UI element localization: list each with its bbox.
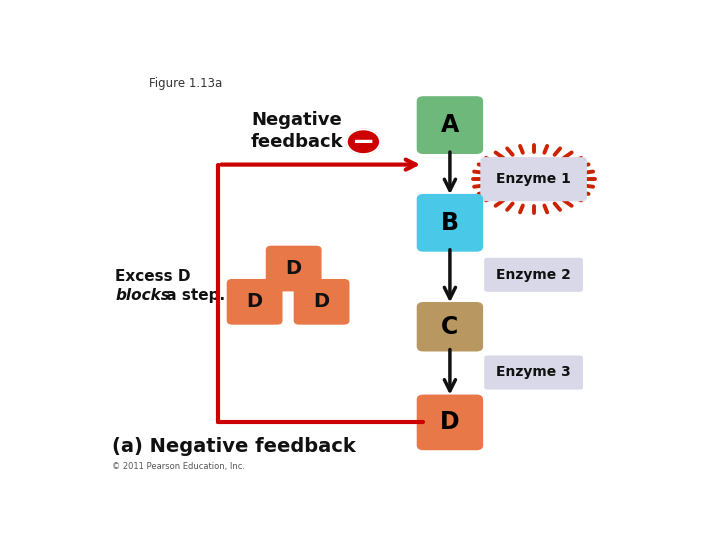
FancyBboxPatch shape — [266, 246, 322, 292]
Text: Enzyme 2: Enzyme 2 — [496, 268, 571, 282]
FancyBboxPatch shape — [417, 302, 483, 352]
Text: (a) Negative feedback: (a) Negative feedback — [112, 437, 356, 456]
Circle shape — [347, 129, 380, 154]
FancyBboxPatch shape — [417, 194, 483, 252]
FancyBboxPatch shape — [227, 279, 282, 325]
Text: Enzyme 1: Enzyme 1 — [496, 172, 571, 186]
Text: D: D — [313, 292, 330, 311]
Text: B: B — [441, 211, 459, 235]
Text: D: D — [440, 410, 460, 434]
Text: Figure 1.13a: Figure 1.13a — [148, 77, 222, 90]
Text: Enzyme 3: Enzyme 3 — [496, 366, 571, 380]
Text: A: A — [441, 113, 459, 137]
Text: −: − — [352, 128, 375, 156]
Text: blocks: blocks — [115, 288, 170, 303]
Text: C: C — [441, 315, 459, 339]
FancyBboxPatch shape — [417, 395, 483, 450]
FancyBboxPatch shape — [294, 279, 349, 325]
Text: D: D — [286, 259, 302, 278]
Text: Negative
feedback: Negative feedback — [250, 111, 343, 151]
FancyBboxPatch shape — [480, 157, 587, 201]
FancyBboxPatch shape — [485, 355, 583, 389]
FancyBboxPatch shape — [417, 96, 483, 154]
Text: D: D — [246, 292, 263, 311]
Text: Excess D: Excess D — [115, 269, 191, 285]
Text: © 2011 Pearson Education, Inc.: © 2011 Pearson Education, Inc. — [112, 462, 246, 471]
Text: a step.: a step. — [161, 288, 225, 303]
FancyBboxPatch shape — [485, 258, 583, 292]
